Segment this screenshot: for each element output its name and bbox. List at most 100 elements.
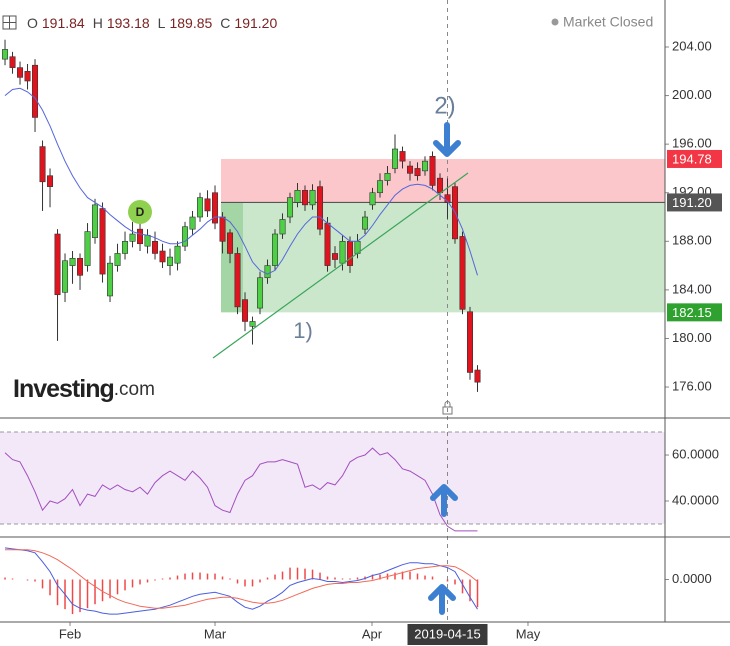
candle-body — [317, 186, 324, 230]
candle-body — [362, 216, 369, 230]
annotation: 2) — [434, 92, 455, 119]
ohlc-key: H — [93, 15, 103, 31]
target-zone — [221, 202, 665, 313]
candle-body — [429, 155, 436, 186]
candle-body — [167, 256, 174, 266]
candle-body — [129, 233, 136, 242]
rsi-band — [0, 432, 665, 525]
candle-body — [467, 311, 474, 373]
candle-body — [114, 253, 121, 266]
cursor-tag — [407, 624, 488, 645]
arrow-down — [433, 122, 461, 157]
candle-body — [392, 148, 399, 169]
candle-body — [107, 262, 114, 297]
candle-body — [324, 222, 331, 266]
candle-body — [47, 175, 54, 187]
candle-body — [62, 260, 69, 293]
candle-body — [174, 245, 181, 264]
candle-body — [474, 369, 481, 383]
candle-body — [122, 241, 129, 254]
candle-body — [294, 189, 301, 203]
candle-body — [399, 151, 406, 162]
candle-body — [309, 189, 316, 206]
ohlc-value: 191.20 — [234, 15, 277, 31]
candle-body — [144, 234, 151, 247]
candle-body — [437, 177, 444, 194]
watermark-brand: Investing — [13, 375, 114, 403]
y-tick-label: 188.00 — [672, 233, 712, 248]
candle-body — [152, 241, 159, 254]
candle-body — [32, 64, 39, 118]
candle-body — [189, 216, 196, 230]
candle-body — [242, 299, 249, 322]
candle-body — [219, 216, 226, 242]
series-line — [5, 549, 478, 609]
y-tick-label: 196.00 — [672, 136, 712, 151]
y-tick-label: 60.0000 — [672, 446, 719, 461]
series-line — [4, 87, 478, 276]
ohlc-key: O — [27, 15, 38, 31]
candle-body — [17, 67, 24, 78]
y-tick-label: 40.0000 — [672, 492, 719, 507]
candle-body — [212, 192, 219, 224]
candle-body — [287, 197, 294, 218]
candle-body — [384, 172, 391, 181]
ohlc-value: 189.85 — [169, 15, 212, 31]
y-tick-label: 204.00 — [672, 38, 712, 53]
candle-body — [459, 236, 466, 310]
candle-body — [99, 208, 106, 275]
price-level-label: 194.78 — [672, 151, 712, 166]
y-tick-label: 200.00 — [672, 87, 712, 102]
candle-body — [92, 204, 99, 238]
ohlc-value: 193.18 — [107, 15, 150, 31]
candle-body — [159, 250, 166, 263]
candle-body — [369, 192, 376, 206]
price-level-tag — [667, 193, 722, 212]
market-status: Market Closed — [563, 14, 653, 30]
watermark: Investing.com — [13, 375, 155, 403]
y-tick-label: 184.00 — [672, 281, 712, 296]
candle-body — [24, 70, 31, 82]
y-tick-label: 180.00 — [672, 330, 712, 345]
candle-body — [2, 49, 9, 60]
x-tick-label: Feb — [59, 626, 81, 641]
ohlc-value: 191.84 — [42, 15, 85, 31]
annotation: 1) — [293, 318, 313, 343]
arrows — [428, 122, 461, 615]
candle-body — [84, 231, 91, 266]
candle-body — [77, 258, 84, 276]
candle-body — [347, 241, 354, 266]
candle-body — [249, 321, 256, 327]
candle-body — [69, 258, 76, 266]
candle-body — [204, 198, 211, 212]
overlay: O 191.84 H 193.18 L 189.85 C 191.20 Market Clos… — [2, 14, 722, 645]
arrow-up — [430, 484, 458, 517]
candle-body — [234, 253, 241, 308]
price-level-label: 182.15 — [672, 305, 712, 320]
candle-body — [407, 165, 414, 174]
status-dot — [551, 18, 559, 26]
series-line — [4, 547, 478, 615]
ohlc-header: O 191.84 H 193.18 L 189.85 C 191.20 — [27, 15, 277, 31]
candle-body — [54, 233, 61, 296]
candle-body — [414, 168, 421, 177]
candle-body — [264, 265, 271, 279]
candle-body — [272, 233, 279, 266]
candle-body — [332, 253, 339, 260]
price-level-label: 191.20 — [672, 195, 712, 210]
candle-body — [39, 146, 46, 183]
candle-body — [339, 241, 346, 264]
lock-icon-shackle — [444, 401, 451, 407]
cursor-label: 2019-04-15 — [414, 626, 481, 641]
lock-icon[interactable] — [442, 406, 453, 415]
event-badge — [128, 200, 152, 224]
ohlc-key: L — [158, 15, 166, 31]
candle-body — [9, 56, 16, 68]
y-tick-label: 0.0000 — [672, 571, 712, 586]
candle-body — [257, 277, 264, 309]
price-level-tag — [667, 149, 722, 168]
candle-body — [227, 232, 234, 254]
x-tick-label: May — [516, 626, 541, 641]
